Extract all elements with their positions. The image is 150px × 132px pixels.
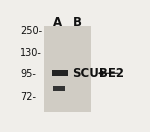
- Text: B: B: [72, 16, 81, 29]
- Bar: [44, 26, 91, 112]
- Text: SCUBE2: SCUBE2: [73, 67, 124, 80]
- Text: 250-: 250-: [20, 26, 42, 36]
- Text: A: A: [52, 16, 62, 29]
- Text: 72-: 72-: [20, 92, 36, 102]
- Text: 95-: 95-: [20, 69, 36, 79]
- Text: 130-: 130-: [20, 48, 42, 58]
- Bar: [53, 86, 65, 91]
- Bar: [52, 70, 68, 76]
